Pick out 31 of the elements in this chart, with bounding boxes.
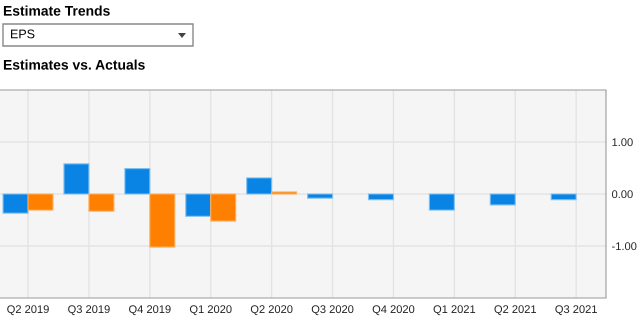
bar bbox=[246, 177, 272, 195]
bar bbox=[210, 193, 236, 222]
bar bbox=[88, 193, 114, 212]
text: EPS bbox=[11, 30, 34, 38]
bar bbox=[63, 163, 90, 195]
x-tick-label: Q4 2020 bbox=[372, 305, 414, 316]
x-tick-label: Q3 2021 bbox=[555, 305, 597, 316]
bar bbox=[2, 193, 29, 214]
bar bbox=[124, 168, 150, 195]
x-tick-label: Q1 2021 bbox=[434, 305, 476, 316]
y-tick-label: -1.00 bbox=[612, 242, 636, 250]
x-tick-label: Q2 2021 bbox=[494, 305, 536, 316]
bar bbox=[185, 193, 212, 217]
y-tick-label: 1.00 bbox=[612, 138, 633, 146]
bar bbox=[307, 193, 334, 199]
chart-title: Estimate Trends bbox=[4, 6, 110, 16]
bar bbox=[149, 193, 176, 248]
x-tick-label: Q3 2019 bbox=[68, 305, 110, 316]
bar bbox=[490, 193, 516, 206]
bar bbox=[550, 193, 577, 200]
x-tick-label: Q1 2020 bbox=[190, 305, 232, 316]
bar bbox=[271, 191, 298, 195]
y-tick-label: 0.00 bbox=[612, 190, 633, 198]
x-tick-label: Q3 2020 bbox=[312, 305, 354, 316]
x-tick-label: Q4 2019 bbox=[129, 305, 171, 316]
bar bbox=[428, 193, 455, 211]
chart-subtitle: Estimates vs. Actuals bbox=[4, 60, 145, 70]
x-tick-label: Q2 2020 bbox=[250, 305, 293, 316]
bar bbox=[27, 193, 54, 211]
bar bbox=[368, 193, 394, 200]
x-tick-label: Q2 2019 bbox=[7, 305, 49, 316]
